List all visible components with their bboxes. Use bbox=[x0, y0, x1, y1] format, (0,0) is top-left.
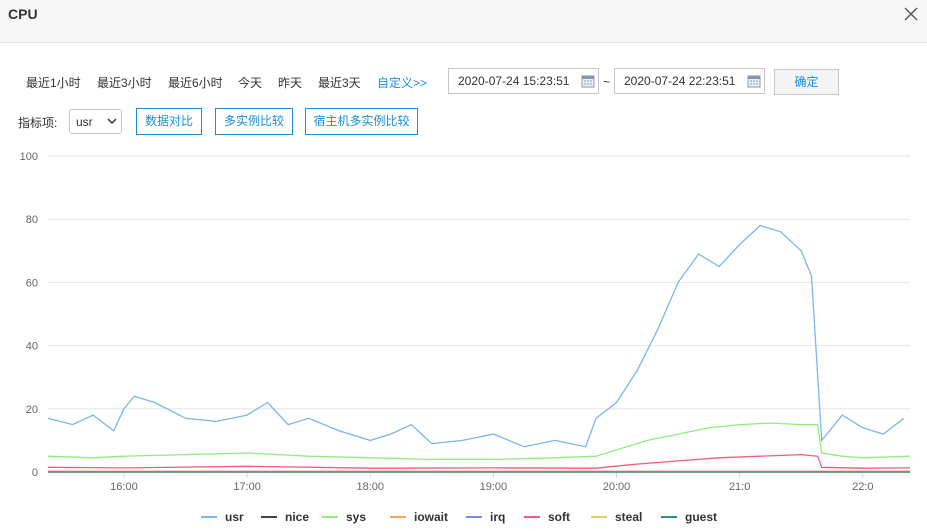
y-tick-label: 0 bbox=[32, 467, 38, 479]
start-date-input[interactable]: 2020-07-24 15:23:51 bbox=[448, 68, 599, 94]
end-date-value: 2020-07-24 22:23:51 bbox=[624, 74, 736, 88]
y-tick-label: 40 bbox=[26, 341, 38, 353]
range-today[interactable]: 今天 bbox=[238, 76, 263, 90]
window-title: CPU bbox=[8, 6, 38, 22]
calendar-icon[interactable] bbox=[581, 74, 595, 88]
legend-item-sys[interactable]: sys bbox=[322, 510, 366, 524]
multi-instance-compare-button[interactable]: 多实例比较 bbox=[215, 108, 293, 135]
metric-select-value: usr bbox=[76, 115, 93, 129]
x-tick-label: 20:00 bbox=[603, 481, 631, 493]
modal-header: CPU bbox=[0, 0, 927, 43]
legend-label: irq bbox=[490, 510, 505, 524]
y-tick-label: 100 bbox=[20, 151, 38, 163]
time-range-toolbar: 最近1小时 最近3小时 最近6小时 今天 昨天 最近3天 自定义>> 2020-… bbox=[0, 66, 927, 96]
x-tick-label: 22:0 bbox=[852, 481, 873, 493]
legend-label: usr bbox=[225, 510, 244, 524]
calendar-icon[interactable] bbox=[747, 74, 761, 88]
legend-label: steal bbox=[615, 510, 642, 524]
legend-label: iowait bbox=[414, 510, 448, 524]
x-tick-label: 18:00 bbox=[356, 481, 384, 493]
legend-item-steal[interactable]: steal bbox=[591, 510, 642, 524]
legend-label: nice bbox=[285, 510, 309, 524]
cpu-line-chart: 0 20 40 60 80 100 16:00 17:00 18:00 19:00 20:00 21… bbox=[20, 151, 911, 524]
legend-item-irq[interactable]: irq bbox=[466, 510, 505, 524]
range-last-6h[interactable]: 最近6小时 bbox=[168, 76, 223, 90]
range-custom[interactable]: 自定义>> bbox=[377, 76, 428, 90]
legend-item-iowait[interactable]: iowait bbox=[390, 510, 448, 524]
metric-row: 指标项: usr 数据对比 多实例比较 宿主机多实例比较 bbox=[0, 108, 927, 136]
metric-select[interactable]: usr bbox=[69, 109, 122, 134]
legend-label: guest bbox=[685, 510, 717, 524]
close-icon[interactable] bbox=[903, 6, 919, 22]
legend-item-usr[interactable]: usr bbox=[201, 510, 244, 524]
end-date-input[interactable]: 2020-07-24 22:23:51 bbox=[614, 68, 765, 94]
legend-item-soft[interactable]: soft bbox=[524, 510, 570, 524]
range-yesterday[interactable]: 昨天 bbox=[278, 76, 303, 90]
x-tick-label: 16:00 bbox=[110, 481, 138, 493]
date-separator: ~ bbox=[603, 75, 611, 89]
data-compare-button[interactable]: 数据对比 bbox=[136, 108, 202, 135]
series-line-soft bbox=[47, 453, 911, 469]
y-tick-label: 60 bbox=[26, 277, 38, 289]
x-tick-label: 17:00 bbox=[233, 481, 261, 493]
legend-item-guest[interactable]: guest bbox=[661, 510, 717, 524]
legend-item-nice[interactable]: nice bbox=[261, 510, 309, 524]
chevron-down-icon bbox=[107, 118, 117, 125]
range-last-1h[interactable]: 最近1小时 bbox=[26, 76, 81, 90]
legend-label: sys bbox=[346, 510, 366, 524]
y-tick-label: 80 bbox=[26, 214, 38, 226]
start-date-value: 2020-07-24 15:23:51 bbox=[458, 74, 570, 88]
host-multi-instance-compare-button[interactable]: 宿主机多实例比较 bbox=[305, 108, 418, 135]
series-line-sys bbox=[47, 422, 911, 461]
series-line-usr bbox=[47, 224, 905, 448]
metric-label: 指标项: bbox=[18, 116, 58, 130]
legend-label: soft bbox=[548, 510, 570, 524]
confirm-button[interactable]: 确定 bbox=[774, 69, 839, 95]
x-tick-label: 21:0 bbox=[729, 481, 750, 493]
y-tick-label: 20 bbox=[26, 404, 38, 416]
x-tick-label: 19:00 bbox=[480, 481, 508, 493]
range-last-3h[interactable]: 最近3小时 bbox=[97, 76, 152, 90]
range-last-3d[interactable]: 最近3天 bbox=[318, 76, 361, 90]
